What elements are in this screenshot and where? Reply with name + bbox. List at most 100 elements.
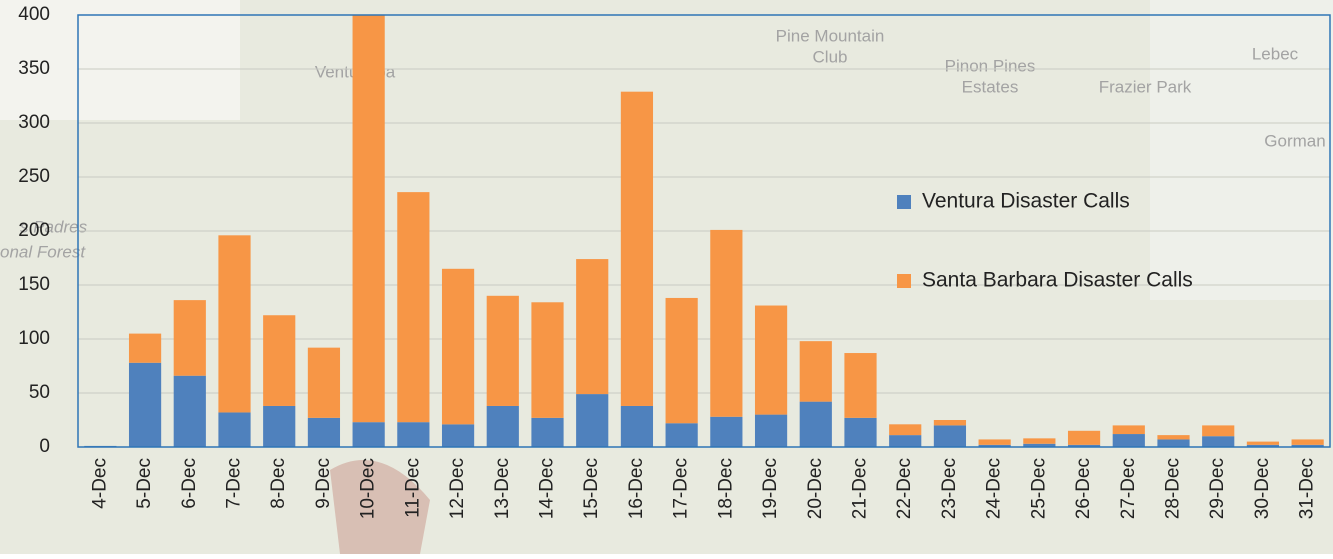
bar-segment [1067, 444, 1101, 447]
bar-segment [486, 405, 519, 447]
x-tick-label: 5-Dec [134, 458, 155, 509]
y-tick-label: 100 [18, 328, 50, 349]
bar-segment [576, 259, 609, 395]
bar-segment [933, 425, 967, 447]
bar-segment [576, 394, 609, 447]
bar-segment [844, 417, 877, 447]
y-tick-label: 350 [18, 58, 50, 79]
x-tick-label: 25-Dec [1028, 458, 1049, 519]
y-tick-label: 200 [18, 220, 50, 241]
bar-segment [1291, 444, 1324, 447]
bar-segment [754, 414, 788, 447]
bar-segment [1291, 439, 1324, 445]
bar-segment [978, 444, 1011, 447]
bar-segment [1112, 434, 1145, 447]
legend-label: Ventura Disaster Calls [922, 190, 1130, 213]
plot-border [77, 14, 1331, 448]
bar-segment [1246, 441, 1280, 445]
bar-segment [218, 235, 251, 413]
bar-segment [263, 315, 296, 406]
x-tick-label: 19-Dec [760, 458, 781, 519]
x-tick-label: 15-Dec [581, 458, 602, 519]
x-tick-label: 23-Dec [939, 458, 960, 519]
x-tick-label: 17-Dec [671, 458, 692, 519]
bar-segment [710, 416, 743, 447]
bar-segment [1202, 425, 1235, 437]
bar-segment [397, 192, 430, 423]
bar-segment [620, 405, 654, 447]
map-label: Pinon Pines [945, 56, 1036, 75]
bar-segment [889, 424, 922, 436]
map-label: Lebec [1252, 44, 1299, 63]
bar-segment [173, 300, 206, 376]
x-tick-label: 18-Dec [715, 458, 736, 519]
legend-label: Santa Barbara Disaster Calls [922, 269, 1193, 292]
bar-segment [665, 423, 698, 447]
map-label: s Padres [20, 217, 88, 236]
bar-segment [799, 341, 832, 402]
bar-segment [397, 422, 430, 447]
bar-segment [307, 347, 341, 418]
legend-swatch [897, 274, 911, 288]
bar-segment [531, 302, 564, 418]
y-tick-label: 400 [18, 4, 50, 25]
x-tick-label: 4-Dec [89, 458, 110, 509]
plot: 0 50 100 150 200 250 300 350 400 4-Dec 5-Dec 6-Dec 7… [18, 4, 1330, 519]
y-tick-label: 300 [18, 112, 50, 133]
x-tick-label: 16-Dec [626, 458, 647, 519]
bar-segment [441, 424, 475, 447]
bar-segment [441, 268, 475, 425]
x-tick-label: 12-Dec [447, 458, 468, 519]
bar-segment [754, 305, 788, 415]
bar-segment [1202, 436, 1235, 447]
bar-segment [710, 229, 743, 417]
x-tick-label: 6-Dec [179, 458, 200, 509]
legend-swatch [897, 195, 911, 209]
map-label: Gorman [1264, 131, 1325, 150]
bar-segment [128, 333, 162, 363]
x-tick-label: 11-Dec [402, 458, 423, 518]
bar-segment [531, 417, 564, 447]
bar-segment [978, 439, 1011, 445]
map-area [0, 0, 240, 120]
bar-segment [128, 362, 162, 447]
map-area [1150, 0, 1333, 300]
map-label: Estates [962, 77, 1019, 96]
x-tick-label: 30-Dec [1252, 458, 1273, 519]
bar-segment [486, 295, 519, 406]
x-tick-label: 14-Dec [537, 458, 558, 519]
bar-segment [1157, 435, 1190, 440]
bar-segment [844, 353, 877, 418]
bar-segment [173, 375, 206, 447]
y-tick-label: 50 [29, 382, 50, 403]
map-label: Club [813, 47, 848, 66]
bar-segment [263, 405, 296, 447]
bar-segment [307, 417, 341, 447]
bar-segment [1067, 430, 1101, 445]
bar-segment [799, 401, 832, 447]
bar-segment [889, 435, 922, 447]
map-label: Frazier Park [1099, 77, 1192, 96]
bar-segment [1023, 438, 1056, 444]
x-tick-label: 26-Dec [1073, 458, 1094, 519]
map-label: Pine Mountain [776, 26, 885, 45]
x-tick-label: 20-Dec [805, 458, 826, 519]
bar-segment [218, 412, 251, 447]
x-tick-label: 8-Dec [268, 458, 289, 509]
map-label: onal Forest [0, 242, 86, 261]
bar-segment [1112, 425, 1145, 435]
x-tick-label: 22-Dec [894, 458, 915, 519]
x-tick-label: 13-Dec [492, 458, 513, 519]
map-area [330, 460, 430, 554]
bar-segment [1023, 443, 1056, 447]
bar-segment [933, 420, 967, 426]
y-tick-label: 0 [39, 436, 50, 457]
x-tick-label: 31-Dec [1297, 458, 1318, 519]
x-tick-label: 21-Dec [850, 458, 871, 519]
bar-segment [665, 297, 698, 424]
x-tick-label: 9-Dec [313, 458, 334, 509]
x-tick-label: 10-Dec [358, 458, 379, 519]
y-tick-label: 150 [18, 274, 50, 295]
x-tick-label: 24-Dec [984, 458, 1005, 519]
